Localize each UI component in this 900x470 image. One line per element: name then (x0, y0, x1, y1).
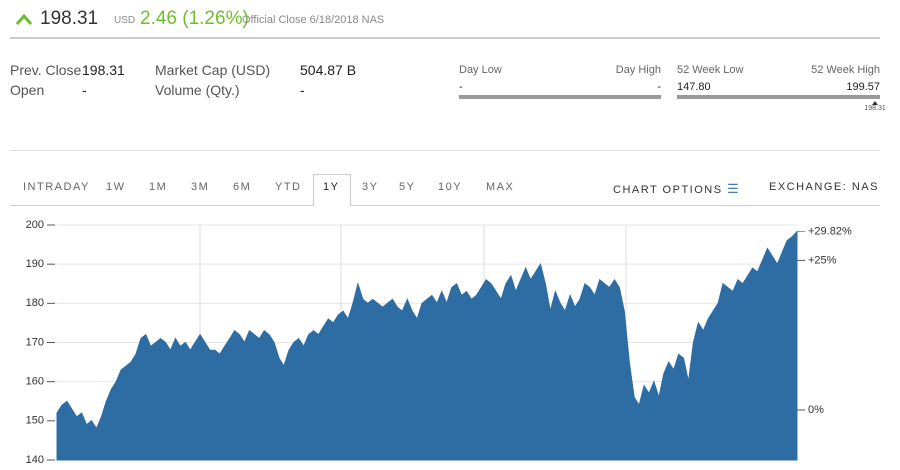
price: 198.31 (40, 8, 99, 29)
range-value: - (459, 81, 463, 93)
y-tick-label: 140 (26, 454, 44, 466)
range-tab[interactable]: 10Y (438, 181, 463, 193)
range-tab[interactable]: 1M (149, 181, 168, 193)
chart-options[interactable]: CHART OPTIONS ☰ (613, 181, 741, 196)
day-range-bar (459, 95, 661, 99)
stat-value: - (300, 82, 305, 98)
week52-marker-label: 198.31 (864, 105, 886, 112)
active-tab-box (313, 174, 351, 206)
range-tab[interactable]: 3Y (362, 181, 379, 193)
y-tick-label: 170 (26, 336, 44, 348)
range-tab[interactable]: YTD (275, 181, 302, 193)
y-tick-label: 150 (26, 415, 44, 427)
up-arrow (15, 13, 33, 25)
stat-value: 504.87 B (300, 62, 357, 78)
range-tab[interactable]: 6M (233, 181, 252, 193)
y-tick-label: 200 (26, 219, 44, 231)
range-tab[interactable]: 1W (106, 181, 126, 193)
area (56, 230, 798, 461)
y2-marker-label: +29.82% (808, 225, 852, 237)
stat-label: Prev. Close (10, 62, 82, 78)
range-tab[interactable]: 1Y (323, 181, 340, 193)
stat-value: 198.31 (82, 62, 125, 78)
range-tab[interactable]: INTRADAY (23, 181, 90, 193)
range-value: 147.80 (677, 81, 711, 93)
range-label: Day Low (459, 64, 502, 76)
change: 2.46 (1.26%) (140, 8, 249, 29)
range-tab[interactable]: MAX (486, 181, 515, 193)
stat-label: Volume (Qty.) (155, 82, 240, 98)
range-value: 199.57 (846, 81, 880, 93)
stat-value: - (82, 82, 87, 98)
y-tick-label: 180 (26, 297, 44, 309)
stat-label: Open (10, 82, 45, 98)
range-label: Day High (615, 64, 661, 76)
separator (10, 150, 880, 151)
y-tick-label: 190 (26, 258, 44, 270)
y-tick-label: 160 (26, 376, 44, 388)
separator (10, 37, 880, 39)
y2-tick-label: 0% (808, 404, 824, 416)
chart-options-label[interactable]: CHART OPTIONS (613, 184, 723, 196)
close-note: Official Close 6/18/2018 NAS (242, 14, 385, 26)
stat-label: Market Cap (USD) (155, 62, 271, 78)
exchange: EXCHANGE: NAS (769, 181, 879, 193)
range-tab[interactable]: 3M (191, 181, 210, 193)
range-value: - (657, 81, 661, 93)
range-label: 52 Week High (811, 64, 880, 76)
week52-marker: 198.31 (860, 101, 890, 112)
y2-tick-label: +25% (808, 254, 837, 266)
range-label: 52 Week Low (677, 64, 744, 76)
separator (10, 205, 313, 206)
currency: USD (114, 15, 136, 26)
week52-range-bar (677, 95, 880, 99)
range-tab[interactable]: 5Y (399, 181, 416, 193)
separator (350, 205, 880, 206)
